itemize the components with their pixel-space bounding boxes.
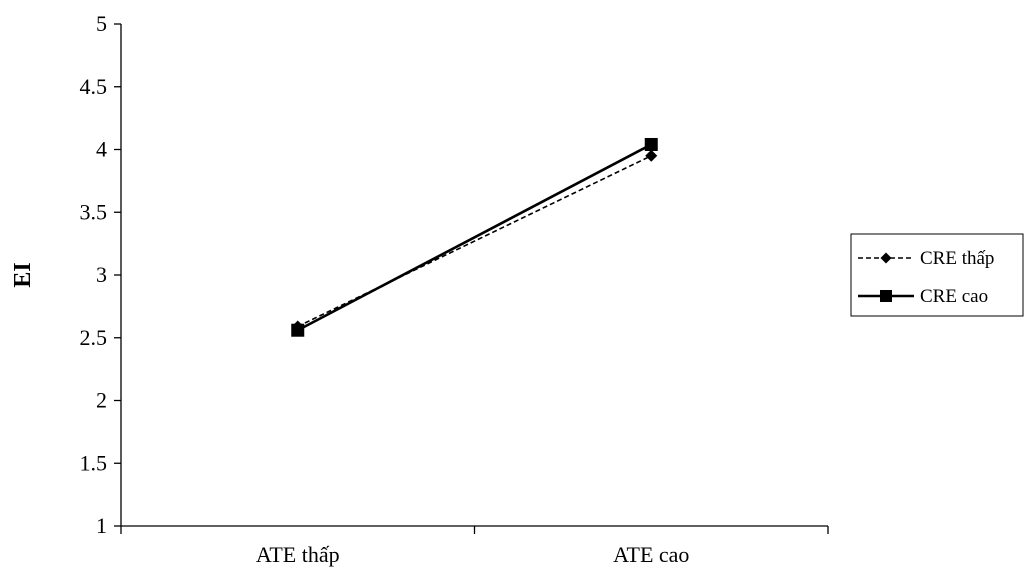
legend-entry: CRE thấp (858, 248, 994, 269)
y-tick-label: 4 (96, 137, 107, 162)
legend: CRE thấp CRE cao (850, 233, 1024, 317)
data-point (645, 149, 658, 162)
y-tick-label: 3.5 (80, 199, 108, 224)
data-point (644, 137, 658, 151)
y-ticks: 1 1.5 2 2.5 3 3.5 4 4.5 5 (80, 11, 121, 538)
y-tick-label: 1.5 (80, 450, 108, 475)
legend-marker (880, 290, 892, 302)
x-ticks: ATE thấp ATE cao (120, 526, 829, 567)
data-point (291, 323, 305, 337)
series-2 (291, 137, 658, 337)
y-tick-label: 2.5 (80, 325, 108, 350)
axes (120, 24, 828, 527)
x-tick-label: ATE cao (613, 542, 689, 567)
x-tick-label: ATE thấp (256, 542, 340, 567)
y-tick-label: 3 (96, 262, 107, 287)
y-tick-label: 4.5 (80, 74, 108, 99)
y-axis-label: EI (10, 262, 36, 287)
y-tick-label: 1 (96, 513, 107, 538)
legend-box (850, 233, 1024, 317)
series-line (297, 143, 652, 332)
legend-label: CRE thấp (920, 248, 994, 269)
series-line (297, 155, 652, 328)
legend-marker (880, 252, 892, 264)
legend-label: CRE cao (920, 286, 988, 307)
legend-entry: CRE cao (858, 286, 988, 307)
series-layer (291, 137, 658, 337)
y-tick-label: 5 (96, 11, 107, 36)
y-tick-label: 2 (96, 388, 107, 413)
